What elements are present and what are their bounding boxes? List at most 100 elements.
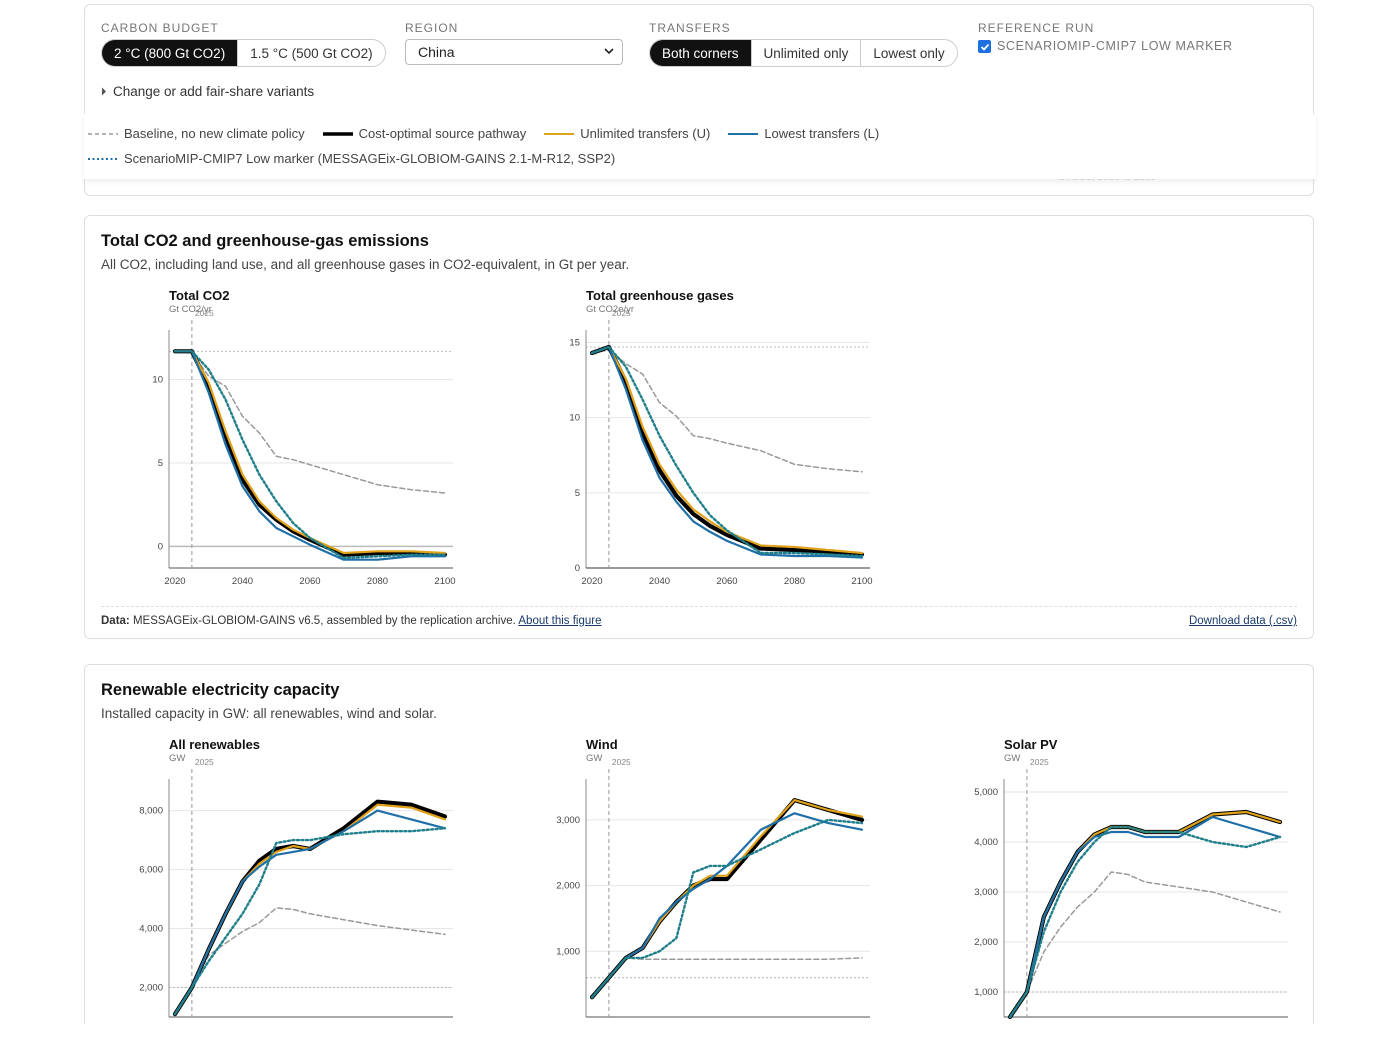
transfers-label: TRANSFERS — [649, 21, 731, 35]
legend-baseline-label: Baseline, no new climate policy — [124, 126, 305, 141]
legend-unlimited-label: Unlimited transfers (U) — [580, 126, 711, 141]
year-marker-label: 2025 — [1030, 757, 1049, 767]
x-tick-label: 2040 — [232, 576, 253, 587]
checkmark-icon — [980, 43, 989, 51]
y-tick-label: 0 — [158, 541, 163, 552]
transfers-both-button[interactable]: Both corners — [650, 40, 751, 66]
cost-optimal-swatch-icon — [322, 131, 353, 136]
y-tick-label: 4,000 — [139, 924, 163, 935]
emissions-section-subtitle: All CO2, including land use, and all gre… — [101, 257, 630, 272]
baseline-swatch-icon — [88, 132, 118, 135]
reference-run-checkbox[interactable] — [978, 40, 991, 53]
legend-lowest: Lowest transfers (L) — [728, 126, 879, 141]
series-line-baseline — [1009, 871, 1281, 1018]
chart-renewables-plot: 2,000 4,000 6,000 8,000 2025 — [139, 757, 453, 1018]
legend-lowest-label: Lowest transfers (L) — [764, 126, 880, 141]
transfers-unlimited-button[interactable]: Unlimited only — [750, 40, 861, 66]
x-tick-label: 2020 — [164, 576, 185, 587]
caret-right-icon — [102, 87, 106, 96]
chart-wind-plot: 1,000 2,000 3,000 2025 — [556, 757, 870, 1018]
chart-solar-plot: 1,000 2,000 3,000 4,000 5,000 2025 — [974, 757, 1288, 1020]
y-tick-label: 10 — [569, 413, 580, 424]
region-label: REGION — [405, 21, 459, 35]
budget-2c-button[interactable]: 2 °C (800 Gt CO2) — [102, 40, 238, 66]
chart-wind: Wind GW 1,000 2,000 3,000 2025 — [518, 737, 918, 1037]
series-line-cost-optimal — [172, 799, 448, 1017]
data-source-label: Data: — [101, 615, 130, 627]
y-tick-label: 2,000 — [139, 983, 163, 994]
renewables-section-subtitle: Installed capacity in GW: all renewables… — [101, 706, 437, 721]
transfers-toggle: Both corners Unlimited only Lowest only — [649, 39, 958, 67]
y-tick-label: 5 — [158, 458, 163, 469]
y-tick-label: 3,000 — [556, 815, 580, 826]
series-line-reference — [590, 345, 864, 558]
y-tick-label: 8,000 — [139, 806, 163, 817]
lowest-swatch-icon — [728, 132, 759, 135]
y-tick-label: 15 — [569, 338, 580, 349]
series-line-reference — [1008, 825, 1282, 1019]
year-marker-label: 2025 — [612, 308, 631, 318]
chart-solar-unit: GW — [1004, 753, 1021, 764]
series-line-unlimited — [590, 345, 864, 555]
legend-reference-label: ScenarioMIP-CMIP7 Low marker (MESSAGEix-… — [124, 151, 616, 166]
renewables-section-title: Renewable electricity capacity — [101, 681, 340, 699]
chevron-down-icon — [604, 48, 614, 55]
series-line-lowest — [173, 809, 447, 1016]
legend-reference: ScenarioMIP-CMIP7 Low marker (MESSAGEix-… — [88, 151, 615, 166]
series-line-unlimited — [590, 799, 864, 999]
data-source-text: MESSAGEix-GLOBIOM-GAINS v6.5, assembled … — [132, 615, 516, 627]
renewables-panel: Renewable electricity capacity Installed… — [84, 664, 1314, 1024]
series-line-lowest — [1008, 815, 1282, 1019]
footer-divider — [101, 606, 1297, 607]
y-tick-label: 2,000 — [974, 937, 998, 948]
y-tick-label: 1,000 — [556, 946, 580, 957]
chart-wind-title: Wind — [586, 737, 618, 752]
fair-share-variants-label: Change or add fair-share variants — [113, 84, 315, 99]
reference-run-checkbox-label[interactable]: SCENARIOMIP-CMIP7 LOW MARKER — [997, 39, 1233, 53]
region-select[interactable]: China — [405, 39, 623, 65]
legend-row-1: Baseline, no new climate policy Cost-opt… — [88, 126, 897, 141]
year-marker-label: 2025 — [612, 757, 631, 767]
x-tick-label: 2100 — [434, 576, 455, 587]
legend-cost-optimal: Cost-optimal source pathway — [322, 126, 526, 141]
download-csv-link[interactable]: Download data (.csv) — [1188, 615, 1297, 627]
series-line-unlimited — [173, 350, 447, 555]
chart-ghg-plot: 0 5 10 15 2025 2020 2040 2060 2080 2100 — [569, 308, 872, 587]
chart-wind-unit: GW — [586, 753, 603, 764]
chart-legend: Baseline, no new climate policy Cost-opt… — [84, 114, 1316, 179]
y-tick-label: 1,000 — [974, 987, 998, 998]
legend-baseline: Baseline, no new climate policy — [88, 126, 305, 141]
series-line-baseline — [174, 907, 446, 1015]
chart-co2-unit: Gt CO2/yr — [169, 304, 212, 315]
x-tick-label: 2060 — [716, 576, 737, 587]
chart-co2: Total CO2 Gt CO2/yr 0 5 10 2025 2020 2040 2060… — [101, 288, 501, 588]
series-line-baseline — [174, 350, 446, 494]
budget-1-5c-button[interactable]: 1.5 °C (500 Gt CO2) — [237, 40, 384, 66]
year-marker-label: 2025 — [195, 757, 214, 767]
series-line-cost-optimal — [1007, 809, 1283, 1020]
x-tick-label: 2040 — [649, 576, 670, 587]
chart-solar: Solar PV GW 1,000 2,000 3,000 4,000 5,000 202… — [936, 737, 1336, 1037]
about-figure-link[interactable]: About this figure — [518, 615, 602, 627]
y-tick-label: 0 — [575, 563, 580, 574]
y-tick-label: 4,000 — [974, 837, 998, 848]
unlimited-swatch-icon — [544, 132, 575, 135]
series-line-lowest — [173, 350, 447, 561]
x-tick-label: 2080 — [784, 576, 805, 587]
chart-co2-plot: 0 5 10 2025 2020 2040 2060 2080 2100 — [152, 308, 455, 587]
chart-renewables-title: All renewables — [169, 737, 261, 752]
y-tick-label: 6,000 — [139, 865, 163, 876]
fair-share-variants-toggle[interactable]: Change or add fair-share variants — [101, 84, 314, 99]
y-tick-label: 3,000 — [974, 887, 998, 898]
x-tick-label: 2020 — [581, 576, 602, 587]
series-line-cost-optimal — [589, 798, 865, 1000]
series-line-cost-optimal — [589, 344, 865, 557]
chart-ghg: Total greenhouse gases Gt CO2e/yr 0 5 10 15… — [518, 288, 918, 588]
carbon-budget-label: CARBON BUDGET — [101, 21, 219, 35]
legend-row-2: ScenarioMIP-CMIP7 Low marker (MESSAGEix-… — [88, 151, 633, 166]
year-marker-label: 2025 — [195, 308, 214, 318]
chart-solar-title: Solar PV — [1004, 737, 1058, 752]
transfers-lowest-button[interactable]: Lowest only — [860, 40, 956, 66]
y-tick-label: 5,000 — [974, 787, 998, 798]
reference-run-label: REFERENCE RUN — [978, 21, 1095, 35]
